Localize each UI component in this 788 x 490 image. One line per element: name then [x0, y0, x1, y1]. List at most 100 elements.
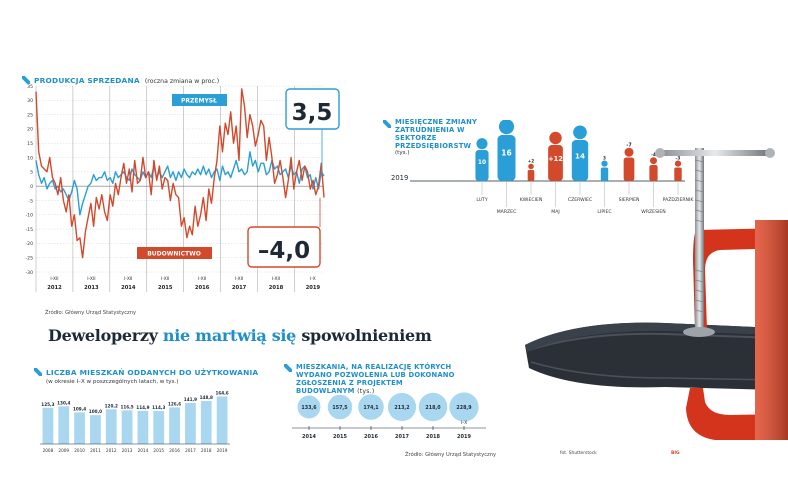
category-label: 2016 — [364, 434, 378, 440]
series-label-text: PRZEMYSŁ — [181, 98, 217, 105]
employment-figure: +12 — [548, 131, 563, 181]
category-label: 2018 — [426, 434, 440, 440]
category-label: 2014 — [138, 448, 149, 453]
clamp-wallet-photo — [525, 148, 788, 440]
figure-body — [649, 165, 658, 181]
figure-head — [601, 160, 608, 167]
bar — [105, 409, 117, 444]
category-label: SIERPIEŃ — [619, 196, 640, 203]
category-label: 2009 — [58, 448, 69, 453]
year-label: 2019 — [306, 285, 321, 291]
series-label-przemysl: PRZEMYSŁ — [172, 94, 227, 106]
category-label: 2014 — [302, 434, 316, 440]
figure-head — [674, 160, 682, 167]
bar-value-label: 126,6 — [168, 401, 181, 406]
period-label: I-XII — [198, 276, 206, 282]
y-tick-label: 15 — [27, 141, 33, 147]
category-label: 2015 — [153, 448, 164, 453]
category-label: 2018 — [201, 448, 212, 453]
main-title-part2: nie martwią się — [162, 326, 297, 345]
period-label: I-XII — [124, 276, 132, 282]
figure-value-label: -7 — [626, 143, 631, 149]
bar — [200, 401, 212, 444]
category-label: MAJ — [551, 209, 559, 215]
bar — [121, 410, 133, 444]
end-value-box — [285, 88, 340, 130]
category-label: 2019 — [457, 434, 471, 440]
category-label: 2013 — [122, 448, 133, 453]
bubble-value-label: 218,0 — [425, 405, 441, 411]
bar — [185, 403, 196, 444]
employment-figure: -7 — [623, 143, 635, 181]
employment-figure: 16 — [497, 120, 516, 181]
figure-body — [674, 167, 682, 181]
bar — [169, 407, 180, 444]
y-tick-label: -25 — [25, 255, 33, 261]
y-tick-label: -10 — [25, 213, 33, 219]
end-value-box — [247, 226, 321, 268]
figure-body — [527, 170, 535, 181]
year-label: 2016 — [195, 285, 210, 291]
source-note-1: Źródło: Główny Urząd Statystyczny — [45, 310, 137, 316]
page-badge: BIG — [671, 451, 680, 456]
series-label-bg — [137, 247, 212, 259]
bubble — [297, 395, 321, 419]
production-chart-subtitle: (roczna zmiana w proc.) — [144, 78, 220, 85]
employment-figure: 10 — [475, 138, 489, 181]
employment-figure-chart: 2019 10 LUTY 16 MARZEC +2 KWIECIEŃ +12 MAJ 14 CZER… — [391, 120, 694, 215]
photo-credit: fot. Shutterstock — [560, 451, 597, 456]
arrow-icon — [383, 120, 391, 128]
figure-head — [624, 147, 634, 157]
employment-figure: 14 — [571, 125, 589, 181]
figure-value-label: -4 — [651, 152, 656, 157]
figure-value-label: 3 — [603, 155, 606, 160]
category-label: 2016 — [169, 448, 180, 453]
year-label: 2015 — [158, 285, 173, 291]
category-label: LUTY — [476, 197, 487, 203]
year-label: 2013 — [84, 285, 99, 291]
bubble — [327, 394, 353, 420]
employment-figure: -3 — [674, 155, 682, 181]
bar-value-label: 130,4 — [57, 400, 70, 405]
y-tick-label: 25 — [27, 112, 33, 118]
arrow-icon — [22, 76, 30, 84]
bar-value-label: 148,8 — [200, 395, 213, 400]
period-label: I-XII — [50, 276, 58, 282]
bubble — [449, 392, 479, 422]
end-value-text: 3,5 — [292, 100, 333, 126]
bubble-value-label: 133,6 — [301, 405, 317, 411]
end-value-przemysl: 3,5 — [285, 88, 340, 177]
employment-chart-title: MIESIĘCZNE ZMIANY ZATRUDNIENIA W SEKTORZ… — [383, 118, 493, 156]
year-label: 2019 — [391, 174, 408, 182]
figure-head — [476, 138, 488, 150]
figure-body — [548, 145, 563, 181]
permits-chart-title: MIESZKANIA, NA REALIZACJĘ KTÓRYCH WYDANO… — [284, 363, 464, 396]
category-label: WRZESIEŃ — [641, 208, 665, 215]
y-tick-label: 5 — [30, 170, 33, 176]
figure-value-label: +12 — [548, 155, 563, 163]
bar — [58, 406, 70, 444]
category-label: 2017 — [395, 434, 409, 440]
y-tick-label: 35 — [27, 84, 33, 90]
bubble — [418, 392, 448, 422]
source-note-2: Źródło: Główny Urząd Statystyczny — [405, 452, 497, 458]
period-label: I-XII — [235, 276, 243, 282]
main-title: Deweloperzy nie martwią się spowolnienie… — [48, 326, 432, 345]
category-label: 2012 — [106, 448, 117, 453]
bar-value-label: 141,9 — [184, 397, 197, 402]
completed-chart-title: LICZBA MIESZKAŃ ODDANYCH DO UŻYTKOWANIA … — [34, 360, 264, 385]
figure-value-label: 16 — [501, 149, 511, 158]
figure-body — [497, 135, 516, 181]
category-label: LIPIEC — [597, 209, 611, 215]
bar-value-label: 114,9 — [136, 405, 149, 410]
year-label: 2012 — [47, 285, 62, 291]
employment-figure: 3 — [600, 155, 609, 181]
bar-value-label: 116,5 — [120, 404, 133, 409]
figure-head — [549, 131, 562, 145]
figure-body — [600, 167, 609, 181]
period-label: I-XII — [87, 276, 95, 282]
bubble-value-label: 213,2 — [394, 405, 409, 411]
category-label: 2019 — [217, 448, 228, 453]
bar — [90, 415, 101, 444]
figure-body — [475, 150, 489, 181]
